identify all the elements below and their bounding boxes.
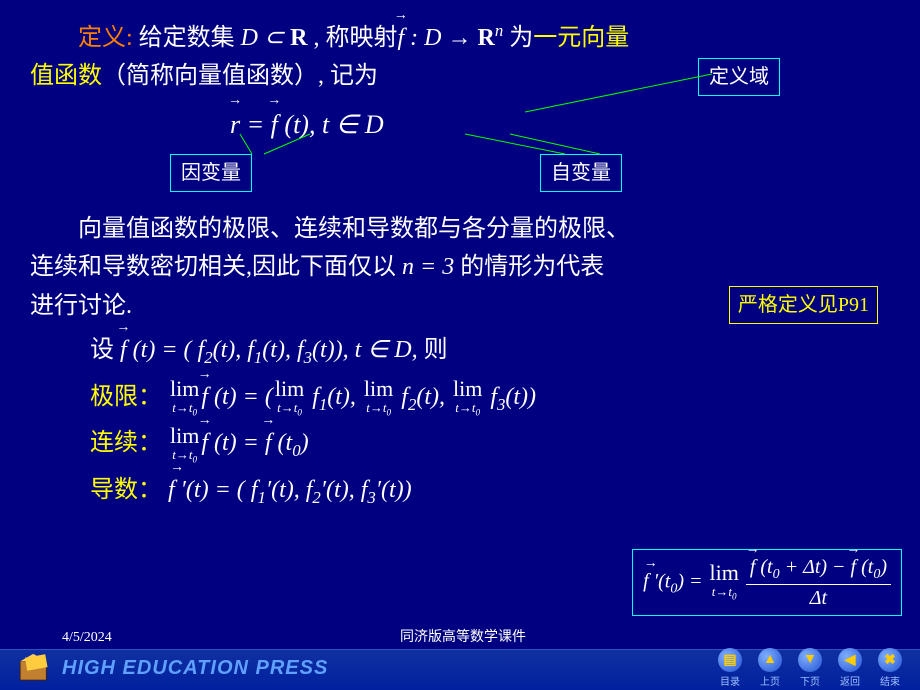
date-text: 4/5/2024 <box>62 630 112 646</box>
derivative-line: 导数： f ′(t) = ( f1′(t), f2′(t), f3′(t)) <box>90 471 890 512</box>
course-text: 同济版高等数学课件 <box>400 626 526 646</box>
math-set: D ⊂ <box>241 25 290 51</box>
term-highlight: 一元向量 <box>533 25 629 51</box>
nav-结束[interactable]: ✖结束 <box>874 648 906 688</box>
footer-bar: HIGH EDUCATION PRESS ▤目录▲上页▼下页◀返回✖结束 <box>0 649 920 690</box>
continuous-line: 连续： limt→t0f (t) = f (t0) <box>90 424 890 465</box>
nav-目录[interactable]: ▤目录 <box>714 648 746 688</box>
equation-block: r = f (t), t ∈ D 定义域 因变量 自变量 <box>30 104 890 204</box>
nav-buttons: ▤目录▲上页▼下页◀返回✖结束 <box>714 648 906 688</box>
nav-上页[interactable]: ▲上页 <box>754 648 786 688</box>
dependent-label: 因变量 <box>170 154 252 192</box>
hep-text: HIGH EDUCATION PRESS <box>62 657 328 680</box>
paragraph2: 向量值函数的极限、连续和导数都与各分量的极限、 连续和导数密切相关,因此下面仅以… <box>30 210 890 325</box>
independent-label: 自变量 <box>540 154 622 192</box>
definition-line1: 定义: 给定数集 D ⊂ R , 称映射f : D → Rn 为一元向量 <box>30 18 890 57</box>
hep-logo-icon <box>18 652 56 682</box>
note-box: 严格定义见P91 <box>729 286 878 324</box>
main-equation: r = f (t), t ∈ D <box>230 104 384 146</box>
vector-f: f <box>397 19 404 57</box>
nav-下页[interactable]: ▼下页 <box>794 648 826 688</box>
domain-label: 定义域 <box>698 58 780 96</box>
nav-返回[interactable]: ◀返回 <box>834 648 866 688</box>
definition-label: 定义: <box>78 25 133 51</box>
slide-content: 定义: 给定数集 D ⊂ R , 称映射f : D → Rn 为一元向量 值函数… <box>0 0 920 512</box>
derivative-definition-box: f ′(t0) = limt→t0 f (t0 + Δt) − f (t0) Δ… <box>632 549 902 616</box>
